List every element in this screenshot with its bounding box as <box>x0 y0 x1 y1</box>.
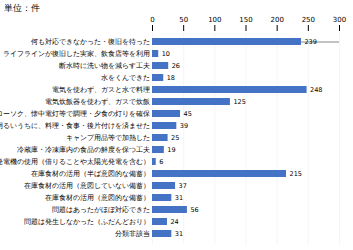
svg-text:37: 37 <box>179 182 187 190</box>
svg-text:在庫食材の活用（半ば意図的な備蓄）: 在庫食材の活用（半ば意図的な備蓄） <box>31 170 150 178</box>
svg-text:冷蔵庫・冷凍庫内の食品の鮮度を保つ工夫: 冷蔵庫・冷凍庫内の食品の鮮度を保つ工夫 <box>17 146 150 154</box>
svg-text:6: 6 <box>159 158 163 166</box>
svg-text:明るいうちに、料理・食事・後片付けを済ませた: 明るいうちに、料理・食事・後片付けを済ませた <box>0 122 150 130</box>
svg-text:100: 100 <box>208 16 221 24</box>
svg-text:150: 150 <box>239 16 252 24</box>
svg-text:発電機の使用（借りることや太陽光発電を含む）: 発電機の使用（借りることや太陽光発電を含む） <box>0 158 150 166</box>
svg-text:26: 26 <box>172 62 180 70</box>
svg-text:10: 10 <box>162 50 170 58</box>
svg-text:電気を使わず、ガスと水で料理: 電気を使わず、ガスと水で料理 <box>52 86 150 94</box>
svg-text:ライフラインが復旧した実家、飲食店等を利用: ライフラインが復旧した実家、飲食店等を利用 <box>3 50 150 58</box>
svg-text:24: 24 <box>170 218 178 226</box>
svg-text:31: 31 <box>175 230 183 238</box>
svg-text:水をくんできた: 水をくんできた <box>101 74 150 82</box>
svg-text:電気炊飯器を使わず、ガスで炊飯: 電気炊飯器を使わず、ガスで炊飯 <box>45 98 150 106</box>
svg-text:239: 239 <box>304 38 316 46</box>
svg-text:何も対応できなかった・復旧を待った: 何も対応できなかった・復旧を待った <box>31 38 150 46</box>
svg-text:56: 56 <box>190 206 198 214</box>
svg-text:問題は発生しなかった（ふだんどおり）: 問題は発生しなかった（ふだんどおり） <box>24 218 150 226</box>
svg-text:0: 0 <box>150 16 154 24</box>
svg-text:18: 18 <box>167 74 175 82</box>
svg-text:問題はあったがほぼ対応できた: 問題はあったがほぼ対応できた <box>52 206 150 214</box>
svg-text:125: 125 <box>233 98 245 106</box>
svg-text:在庫食材の活用（意図していない備蓄）: 在庫食材の活用（意図していない備蓄） <box>24 182 150 190</box>
svg-text:キャンプ用品等で加熱した: キャンプ用品等で加熱した <box>66 134 150 142</box>
svg-text:215: 215 <box>290 170 302 178</box>
svg-text:25: 25 <box>171 134 179 142</box>
svg-text:分類非該当: 分類非該当 <box>115 230 150 238</box>
svg-text:250: 250 <box>302 16 315 24</box>
svg-text:19: 19 <box>167 146 175 154</box>
svg-text:200: 200 <box>270 16 283 24</box>
svg-text:45: 45 <box>184 110 192 118</box>
svg-text:ローソク、懐中電灯等で調理・夕食の灯りを確保: ローソク、懐中電灯等で調理・夕食の灯りを確保 <box>0 110 150 118</box>
svg-text:39: 39 <box>180 122 188 130</box>
svg-text:300: 300 <box>333 16 346 24</box>
svg-text:31: 31 <box>175 194 183 202</box>
svg-text:在庫食材の活用（意図的な備蓄）: 在庫食材の活用（意図的な備蓄） <box>45 194 150 202</box>
svg-text:断水時に洗い物を減らす工夫: 断水時に洗い物を減らす工夫 <box>59 62 150 70</box>
svg-text:50: 50 <box>179 16 188 24</box>
svg-text:248: 248 <box>310 86 322 94</box>
html-text:単位：件: 単位：件 <box>4 3 40 13</box>
